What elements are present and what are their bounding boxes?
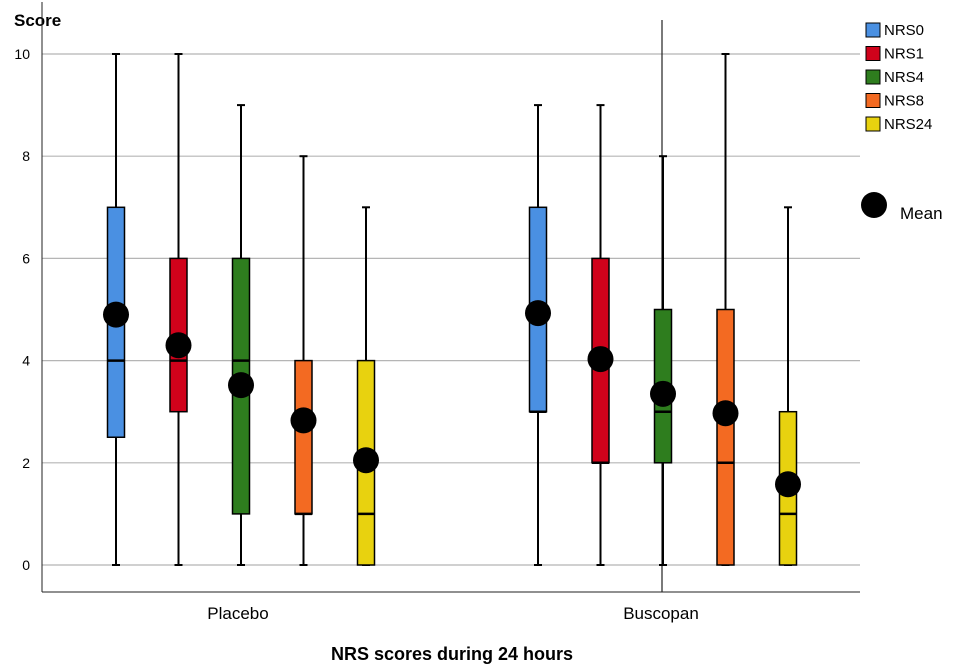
category-label: Buscopan [623,604,699,623]
y-tick-label: 0 [22,557,30,573]
legend-label-nrs4: NRS4 [884,69,924,86]
x-axis-label: NRS scores during 24 hours [331,644,573,664]
y-tick-label: 10 [14,46,30,62]
mean-marker [290,407,317,434]
box-nrs8-placebo [290,155,317,566]
mean-marker [775,471,801,498]
legend-label-nrs0: NRS0 [884,22,924,39]
box-plot-area [103,53,801,566]
box-iqr [716,308,735,566]
box-iqr [294,359,313,515]
y-tick-label: 8 [22,148,30,164]
y-tick-label: 4 [22,353,30,369]
y-axis-label: Score [14,11,61,30]
box-nrs4-buscopan [650,155,676,566]
mean-marker [165,332,192,359]
legend-mean-label: Mean [900,204,943,223]
legend: NRS0 NRS1 NRS4 NRS8 NRS24 Mean [861,22,943,223]
gridlines [42,53,860,566]
mean-marker [587,346,614,373]
mean-marker [525,300,551,327]
box-nrs0-placebo [103,53,129,566]
box-nrs24-buscopan [775,206,801,566]
y-tick-label: 2 [22,455,30,471]
legend-label-nrs8: NRS8 [884,93,924,110]
y-ticks: 0 2 4 6 8 10 [14,46,30,573]
mean-marker [353,447,379,474]
category-label: Placebo [207,604,268,623]
legend-swatch-nrs4 [865,69,881,85]
mean-marker [650,380,676,407]
legend-swatch-nrs8 [865,93,881,108]
box-nrs24-placebo [353,206,379,566]
mean-marker [103,301,129,328]
axes [41,2,860,593]
legend-mean-marker [861,192,887,218]
box-nrs1-buscopan [587,104,614,566]
box-nrs8-buscopan [712,53,739,566]
legend-swatch-nrs24 [865,116,881,132]
legend-swatch-nrs1 [865,46,881,61]
box-nrs4-placebo [228,104,254,566]
legend-swatch-nrs0 [865,22,881,38]
category-labels: Placebo Buscopan [207,604,699,623]
y-tick-label: 6 [22,250,30,266]
box-nrs0-buscopan [525,104,551,566]
legend-label-nrs1: NRS1 [884,46,924,63]
box-nrs1-placebo [165,53,192,566]
mean-marker [228,372,254,399]
mean-marker [712,400,739,427]
legend-label-nrs24: NRS24 [884,116,932,133]
